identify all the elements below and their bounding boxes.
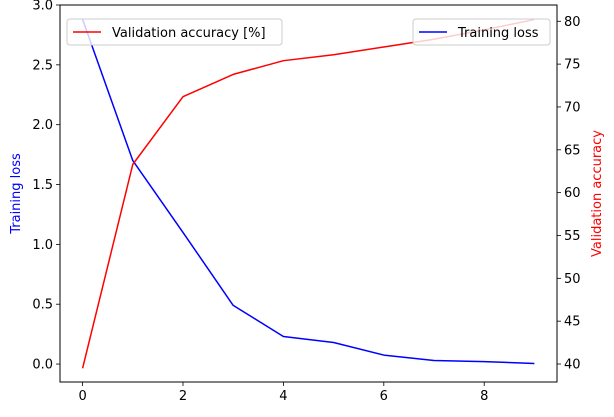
- x-axis-ticks: 0 2 4 6 8: [78, 382, 488, 404]
- right-axis-ticks: 40 45 50 55 60 65 70 75 80: [557, 15, 581, 373]
- right-tick-label: 65: [564, 143, 581, 158]
- right-tick-label: 80: [564, 15, 581, 30]
- right-tick-label: 70: [564, 100, 581, 115]
- right-tick-label: 40: [564, 358, 581, 373]
- left-tick-label: 0.5: [32, 298, 53, 313]
- training-loss-line: [81, 19, 535, 365]
- x-tick-label: 4: [279, 389, 287, 404]
- legend-box: [66, 18, 283, 46]
- x-tick-label: 0: [78, 389, 86, 404]
- right-tick-label: 50: [564, 272, 581, 287]
- right-tick-label: 45: [564, 315, 581, 330]
- plot-area: [60, 5, 557, 382]
- left-axis-ticks: 0.0 0.5 1.0 1.5 2.0 2.5 3.0: [32, 0, 60, 373]
- left-tick-label: 1.5: [32, 178, 53, 193]
- right-tick-label: 60: [564, 186, 581, 201]
- legend-top-right: Training loss: [412, 18, 551, 46]
- right-axis-title: Validation accuracy: [590, 130, 605, 257]
- x-tick-label: 6: [380, 389, 388, 404]
- legend-label-training: Training loss: [457, 26, 539, 41]
- left-tick-label: 0.0: [32, 358, 53, 373]
- x-tick-label: 2: [179, 389, 187, 404]
- right-tick-label: 55: [564, 229, 581, 244]
- legend-label-validation: Validation accuracy [%]: [112, 26, 266, 41]
- right-tick-label: 75: [564, 58, 581, 73]
- x-tick-label: 8: [480, 389, 488, 404]
- legend-box: [412, 18, 551, 46]
- plot-frame: [59, 4, 558, 383]
- left-tick-label: 1.0: [32, 238, 53, 253]
- left-tick-label: 2.0: [32, 118, 53, 133]
- left-axis-title: Training loss: [9, 153, 24, 235]
- left-tick-label: 2.5: [32, 58, 53, 73]
- left-tick-label: 3.0: [32, 0, 53, 14]
- legend-top-left: Validation accuracy [%]: [66, 18, 283, 46]
